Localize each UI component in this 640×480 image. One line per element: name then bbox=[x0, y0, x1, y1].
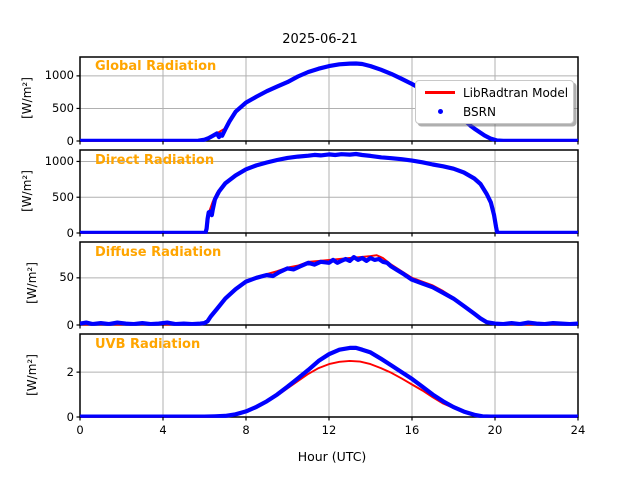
figure-title: 2025-06-21 bbox=[282, 32, 358, 47]
legend-entry-model: LibRadtran Model bbox=[416, 84, 573, 101]
x-tick-label: 0 bbox=[76, 423, 84, 437]
x-axis-label: Hour (UTC) bbox=[297, 449, 367, 464]
x-tick-label: 20 bbox=[487, 423, 503, 437]
legend-label-bsrn: BSRN bbox=[463, 104, 496, 119]
x-tick-label: 4 bbox=[159, 423, 167, 437]
bsrn-data-curve bbox=[80, 151, 578, 234]
subplot-title-uvb: UVB Radiation bbox=[95, 337, 201, 352]
y-tick-label: 500 bbox=[52, 189, 74, 204]
y-tick-label: 0 bbox=[66, 317, 74, 332]
bsrn-data-curve bbox=[80, 61, 578, 142]
y-tick-label: 500 bbox=[52, 100, 74, 115]
subplot-title-direct: Direct Radiation bbox=[95, 153, 215, 168]
x-tick-label: 12 bbox=[321, 423, 337, 437]
legend-entry-bsrn: BSRN bbox=[416, 103, 573, 120]
legend-label-model: LibRadtran Model bbox=[463, 85, 569, 100]
bsrn-data-curve bbox=[80, 345, 578, 418]
subplot-title-diffuse: Diffuse Radiation bbox=[95, 245, 222, 260]
bsrn-data-curve bbox=[80, 255, 578, 326]
y-tick-label: 50 bbox=[59, 270, 74, 285]
x-tick-label: 24 bbox=[570, 423, 586, 437]
y-tick-label: 0 bbox=[66, 133, 74, 148]
subplot-title-global: Global Radiation bbox=[95, 59, 217, 74]
y-tick-label: 1000 bbox=[44, 153, 74, 168]
model-line-swatch bbox=[425, 91, 455, 94]
x-tick-label: 8 bbox=[242, 423, 250, 437]
bsrn-dot-swatch bbox=[425, 109, 455, 114]
x-tick-label: 16 bbox=[404, 423, 420, 437]
y-tick-label: 0 bbox=[66, 409, 74, 424]
y-tick-label: 2 bbox=[66, 364, 74, 379]
legend-box: LibRadtran Model BSRN bbox=[415, 80, 574, 124]
y-tick-label: 0 bbox=[66, 225, 74, 240]
y-tick-label: 1000 bbox=[44, 68, 74, 83]
